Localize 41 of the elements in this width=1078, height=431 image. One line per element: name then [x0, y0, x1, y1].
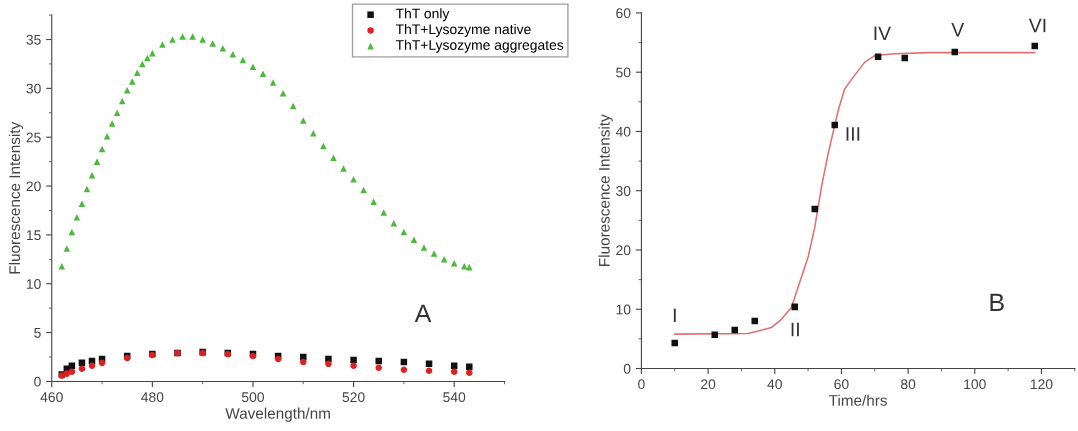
- annotation: IV: [874, 26, 892, 40]
- x-axis-title: Wavelength/nm: [225, 407, 330, 422]
- annotation: I: [673, 308, 676, 322]
- annotation: II: [791, 322, 799, 337]
- y-tick-label: 35: [26, 34, 41, 45]
- y-tick-label: 50: [616, 67, 631, 78]
- y-axis-title: Fluorescence Intensity: [8, 121, 24, 274]
- annotation: III: [846, 127, 860, 141]
- x-tick-label: 20: [701, 379, 716, 390]
- y-tick-label: 15: [26, 230, 41, 241]
- x-tick-label: 60: [834, 379, 849, 390]
- y-tick-label: 20: [26, 181, 41, 192]
- legend-label: ThT+Lysozyme aggregates: [395, 39, 564, 53]
- x-tick-label: 40: [767, 379, 782, 390]
- y-tick-label: 0: [623, 363, 631, 374]
- y-tick-label: 30: [26, 83, 41, 94]
- annotation: B: [990, 293, 1004, 311]
- x-tick-label: 460: [40, 392, 63, 403]
- x-tick-label: 500: [241, 392, 265, 403]
- annotation: V: [951, 23, 965, 37]
- y-tick-label: 40: [615, 126, 631, 137]
- y-tick-label: 30: [616, 186, 631, 196]
- y-axis-title: Fluorescence Intensity: [598, 114, 613, 266]
- x-tick-label: 540: [443, 392, 466, 403]
- y-tick-label: 20: [616, 245, 631, 256]
- x-tick-label: 480: [141, 392, 164, 403]
- x-tick-label: 80: [900, 379, 916, 390]
- y-tick-label: 60: [616, 8, 631, 19]
- x-tick-label: 0: [638, 379, 645, 390]
- y-tick-label: 25: [26, 132, 41, 143]
- legend-label: ThT only: [395, 8, 450, 22]
- x-tick-label: 520: [342, 392, 365, 403]
- x-tick-label: 120: [1030, 379, 1053, 390]
- y-tick-label: 10: [26, 279, 41, 289]
- x-axis-title: Time/hrs: [829, 394, 887, 406]
- annotation: VI: [1028, 18, 1046, 33]
- legend-label: ThT+Lysozyme native: [395, 23, 531, 37]
- annotation: A: [414, 304, 432, 322]
- y-tick-label: 5: [34, 328, 41, 338]
- x-tick-label: 100: [964, 379, 986, 390]
- y-tick-label: 10: [616, 304, 631, 315]
